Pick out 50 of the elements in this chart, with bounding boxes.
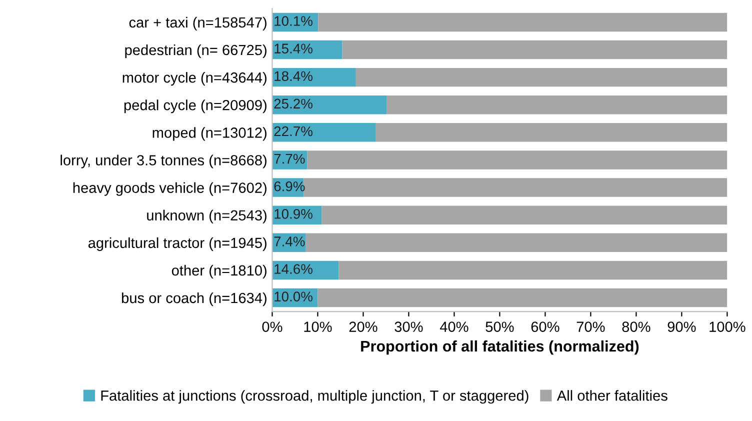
- bar: [318, 288, 728, 308]
- x-tick-label: 70%: [576, 322, 605, 332]
- data-label: 15.4%: [274, 44, 312, 54]
- bar: [304, 178, 728, 197]
- bar: [318, 12, 728, 32]
- data-label: 14.6%: [274, 264, 312, 274]
- data-label: 25.2%: [274, 98, 312, 109]
- data-label: 7.4%: [274, 236, 305, 246]
- bar: [322, 206, 728, 224]
- data-label: 7.7%: [274, 154, 305, 164]
- y-tick-label: other (n=1810): [172, 264, 266, 279]
- bar: [376, 123, 728, 142]
- x-tick-label: 20%: [349, 322, 378, 332]
- y-tick-label: pedal cycle (n=20909): [124, 100, 266, 114]
- bar: [272, 123, 376, 142]
- y-tick-label: unknown (n=2543): [147, 210, 266, 224]
- y-tick-label: heavy goods vehicle (n=7602): [73, 182, 266, 196]
- y-tick-label: agricultural tractor (n=1945): [88, 237, 266, 251]
- bar: [342, 40, 728, 60]
- x-tick-label: 0%: [262, 322, 282, 332]
- y-tick-label: bus or coach (n=1634): [122, 292, 266, 306]
- bar: [356, 68, 728, 87]
- x-tick-label: 30%: [394, 322, 423, 332]
- x-tick-label: 100%: [710, 322, 746, 332]
- x-axis-title: Proportion of all fatalities (normalized): [361, 340, 639, 355]
- bar: [306, 233, 728, 252]
- x-tick-label: 10%: [304, 322, 332, 332]
- x-tick-label: 40%: [440, 322, 468, 332]
- y-tick-label: pedestrian (n= 66725): [125, 44, 266, 58]
- data-label: 10.1%: [274, 16, 312, 26]
- data-label: 10.0%: [274, 292, 312, 302]
- bar: [307, 150, 728, 170]
- y-tick-label: motor cycle (n=43644): [122, 72, 266, 86]
- data-label: 22.7%: [274, 126, 312, 136]
- x-tick-label: 90%: [668, 322, 696, 332]
- x-tick-label: 50%: [486, 322, 514, 332]
- bar: [272, 96, 387, 114]
- data-label: 18.4%: [274, 71, 312, 82]
- legend-label: Fatalities at junctions (crossroad, multiple junction, T or staggered): [101, 390, 528, 404]
- y-tick-label: lorry, under 3.5 tonnes (n=8668): [60, 154, 266, 168]
- x-tick-label: 60%: [531, 322, 560, 332]
- y-tick-label: car + taxi (n=158547): [129, 16, 266, 30]
- bar: [272, 68, 356, 87]
- x-tick-label: 80%: [622, 322, 650, 332]
- y-tick-label: moped (n=13012): [152, 127, 266, 141]
- data-label: 10.9%: [274, 208, 312, 219]
- legend-label: All other fatalities: [556, 390, 668, 401]
- bar: [272, 40, 342, 60]
- bar: [338, 260, 728, 280]
- bar: [386, 96, 728, 114]
